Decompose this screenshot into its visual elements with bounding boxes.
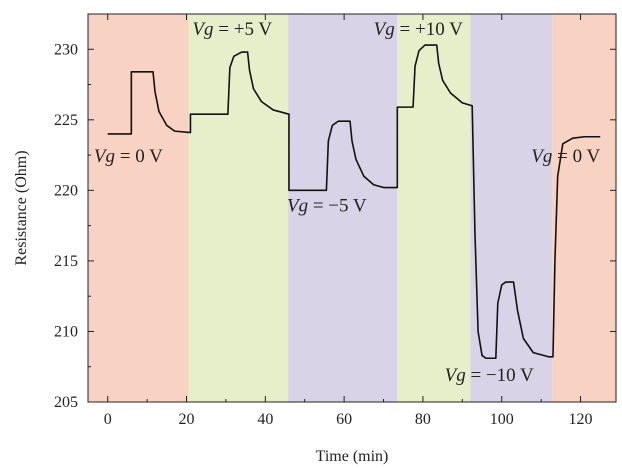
y-tick-label: 215: [54, 253, 78, 270]
voltage-region-6: [552, 14, 616, 402]
gate-voltage-label: Vg = 0 V: [531, 146, 600, 167]
gate-voltage-label: Vg = +10 V: [374, 19, 463, 40]
x-axis-ticks: 0 20 40 60 80 100 120: [104, 14, 593, 428]
plot-frame: [87, 13, 617, 403]
gate-voltage-label: Vg = −10 V: [445, 365, 534, 386]
gate-voltage-label: Vg = 0 V: [94, 146, 163, 167]
x-tick-label: 120: [569, 411, 593, 428]
y-tick-label: 225: [54, 112, 78, 129]
gate-voltage-annotations: Vg = 0 V Vg = +5 V Vg = −5 V Vg = +10 V Vg =…: [94, 19, 601, 386]
y-tick-label: 205: [54, 394, 78, 411]
x-tick-label: 0: [104, 411, 112, 428]
x-tick-label: 40: [257, 411, 273, 428]
gate-voltage-regions: [88, 14, 616, 402]
x-tick-label: 20: [179, 411, 195, 428]
voltage-region-2: [188, 14, 289, 402]
resistance-line: [107, 44, 601, 360]
x-tick-label: 60: [336, 411, 352, 428]
voltage-region-5: [470, 14, 553, 402]
gate-voltage-label: Vg = +5 V: [192, 19, 272, 40]
resistance-trace: [107, 44, 601, 360]
y-axis-ticks: 205 210 215 220 225 230: [54, 13, 616, 411]
y-tick-label: 210: [54, 323, 78, 340]
voltage-region-3: [288, 14, 398, 402]
x-tick-label: 80: [415, 411, 431, 428]
voltage-region-1: [88, 14, 189, 402]
y-tick-label: 220: [54, 182, 78, 199]
gate-voltage-label: Vg = −5 V: [287, 196, 367, 217]
y-tick-label: 230: [54, 41, 78, 58]
x-tick-label: 100: [490, 411, 514, 428]
voltage-region-4: [397, 14, 471, 402]
y-axis-title: Resistance (Ohm): [13, 150, 30, 265]
x-axis-title: Time (min): [316, 448, 389, 465]
